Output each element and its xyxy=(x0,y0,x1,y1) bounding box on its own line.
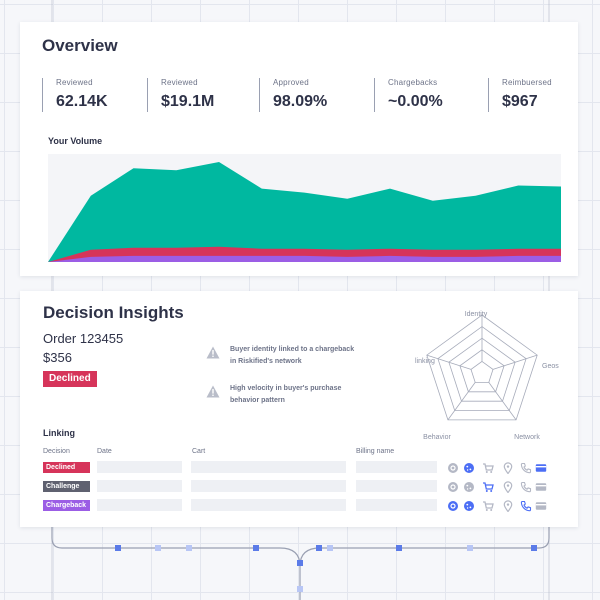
date-cell xyxy=(97,499,182,511)
area-series-purple xyxy=(48,255,561,262)
radar-spoke xyxy=(447,382,476,421)
metric-label: Chargebacks xyxy=(388,78,438,87)
radar-label-identity: Identity xyxy=(465,311,488,318)
decision-insights-card: Decision Insights Order 123455 $356 Decl… xyxy=(20,291,578,527)
alert-text: Buyer identity linked to a chargeback in… xyxy=(230,346,355,365)
radar-label-geos: Geos xyxy=(542,363,559,370)
metric-value: 62.14K xyxy=(56,93,108,110)
cart-cell xyxy=(191,461,346,473)
location-icon[interactable] xyxy=(502,461,514,475)
decision-badge: Declined xyxy=(43,462,90,473)
decision-badge: Challenge xyxy=(43,481,90,492)
decision-badge: Chargeback xyxy=(43,500,90,511)
metric-label: Reimbuersed xyxy=(502,78,552,87)
column-header-date: Date xyxy=(97,448,112,455)
flow-node xyxy=(253,545,259,551)
overview-title: Overview xyxy=(42,36,118,55)
email-icon[interactable] xyxy=(447,499,459,511)
radar-ring xyxy=(426,314,538,421)
column-header-billing-name: Billing name xyxy=(356,448,395,455)
cart-icon[interactable] xyxy=(482,499,494,511)
cart-cell xyxy=(191,480,346,492)
linking-row[interactable]: Chargeback xyxy=(20,499,578,513)
date-cell xyxy=(97,480,182,492)
linking-row[interactable]: Declined xyxy=(20,461,578,475)
flow-node xyxy=(467,545,473,551)
metric-label: Reviewed xyxy=(56,78,93,87)
flow-node xyxy=(316,545,322,551)
metric-chargebacks: Chargebacks ~0.00% xyxy=(374,78,443,112)
radar-label-behavior: Behavior xyxy=(423,434,451,441)
column-header-decision: Decision xyxy=(43,448,70,455)
billing-name-cell xyxy=(356,461,437,473)
volume-area-chart xyxy=(48,154,561,262)
flow-node xyxy=(531,545,537,551)
flow-node xyxy=(297,560,303,566)
order-amount: $356 xyxy=(43,350,72,365)
radar-spoke xyxy=(488,382,517,421)
flow-node xyxy=(297,586,303,592)
radar-label-network: Network xyxy=(514,434,540,441)
radar-label-linking: linking xyxy=(415,358,435,365)
order-id: Order 123455 xyxy=(43,331,124,346)
flow-node xyxy=(155,545,161,551)
alert-text: High velocity in buyer's purchase behavi… xyxy=(230,385,342,404)
flow-node xyxy=(396,545,402,551)
date-cell xyxy=(97,461,182,473)
metric-value: 98.09% xyxy=(273,93,328,110)
metric-reviewed-count: Reviewed 62.14K xyxy=(42,78,108,112)
billing-name-cell xyxy=(356,480,437,492)
radar-spoke xyxy=(492,354,538,370)
risk-radar-chart: Identity Geos Network Behavior linking xyxy=(415,311,559,441)
flow-node xyxy=(186,545,192,551)
credit-card-icon[interactable] xyxy=(535,499,547,511)
cookie-icon[interactable] xyxy=(463,461,475,473)
credit-card-icon[interactable] xyxy=(535,461,547,473)
linking-section-title: Linking xyxy=(43,428,75,438)
cart-cell xyxy=(191,499,346,511)
volume-chart-title: Your Volume xyxy=(48,136,103,146)
cookie-icon[interactable] xyxy=(463,480,475,492)
radar-ring xyxy=(437,326,527,411)
phone-icon[interactable] xyxy=(520,461,532,474)
warning-icon xyxy=(206,346,220,359)
email-icon[interactable] xyxy=(447,480,459,492)
radar-ring xyxy=(459,349,505,393)
metric-approved: Approved 98.09% xyxy=(259,78,327,112)
radar-ring xyxy=(448,337,516,402)
linking-row[interactable]: Challenge xyxy=(20,480,578,494)
phone-icon[interactable] xyxy=(520,499,532,512)
metric-label: Reviewed xyxy=(161,78,198,87)
insights-title: Decision Insights xyxy=(43,303,184,322)
metric-reviewed-amount: Reviewed $19.1M xyxy=(147,78,214,112)
order-status-badge: Declined xyxy=(43,371,97,387)
warning-icon xyxy=(206,385,220,398)
credit-card-icon[interactable] xyxy=(535,480,547,492)
metric-reimbursed: Reimbuersed $967 xyxy=(488,78,552,112)
billing-name-cell xyxy=(356,499,437,511)
cookie-icon[interactable] xyxy=(463,499,475,511)
column-header-cart: Cart xyxy=(192,448,206,455)
location-icon[interactable] xyxy=(502,480,514,494)
radar-ring xyxy=(470,360,494,383)
cart-icon[interactable] xyxy=(482,480,494,492)
radar-spoke xyxy=(426,354,472,370)
cart-icon[interactable] xyxy=(482,461,494,473)
metric-value: ~0.00% xyxy=(388,93,443,110)
metric-value: $967 xyxy=(502,93,538,110)
phone-icon[interactable] xyxy=(520,480,532,493)
location-icon[interactable] xyxy=(502,499,514,513)
metric-value: $19.1M xyxy=(161,93,215,110)
flow-node xyxy=(327,545,333,551)
area-series-teal xyxy=(48,162,561,262)
metric-label: Approved xyxy=(273,78,309,87)
email-icon[interactable] xyxy=(447,461,459,473)
flow-node xyxy=(115,545,121,551)
overview-card: Overview Reviewed 62.14K Reviewed $19.1M… xyxy=(20,22,578,276)
